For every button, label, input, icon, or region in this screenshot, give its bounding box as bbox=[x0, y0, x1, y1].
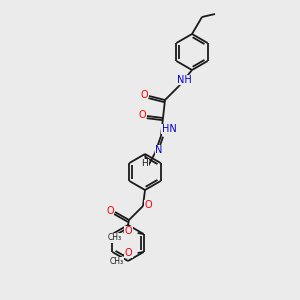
Text: HN: HN bbox=[162, 124, 176, 134]
Text: CH₃: CH₃ bbox=[107, 233, 122, 242]
Text: O: O bbox=[125, 248, 132, 258]
Text: O: O bbox=[138, 110, 146, 120]
Text: CH₃: CH₃ bbox=[110, 257, 124, 266]
Text: N: N bbox=[155, 145, 163, 155]
Text: O: O bbox=[140, 90, 148, 100]
Text: O: O bbox=[125, 226, 132, 236]
Text: O: O bbox=[144, 200, 152, 210]
Text: NH: NH bbox=[177, 75, 191, 85]
Text: O: O bbox=[106, 206, 114, 216]
Text: H: H bbox=[142, 160, 148, 169]
